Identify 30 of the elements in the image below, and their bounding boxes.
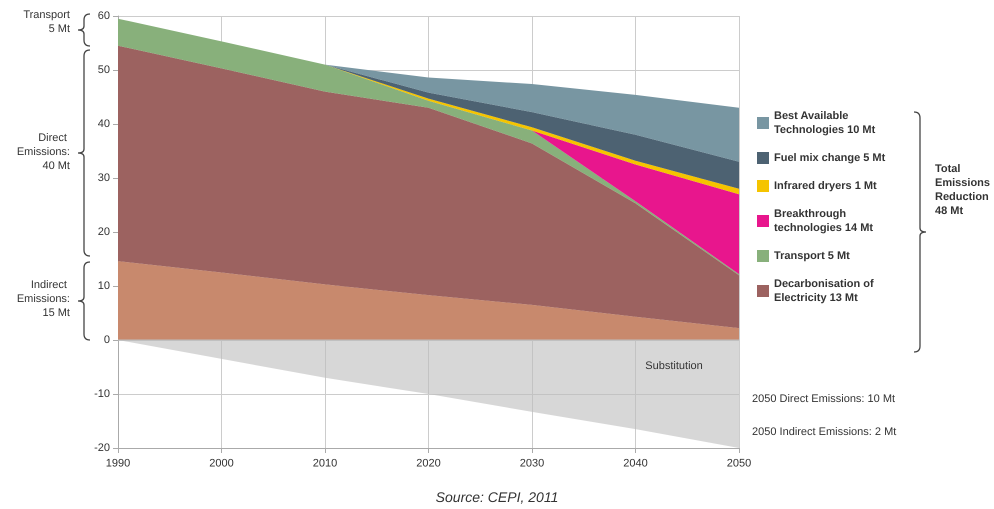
y-tick-label: 40 <box>98 118 110 130</box>
source-note: Source: CEPI, 2011 <box>436 489 558 505</box>
legend-label: Fuel mix change 5 Mt <box>774 152 886 164</box>
y-tick-label: 20 <box>98 226 110 238</box>
x-tick-label: 1990 <box>106 458 130 470</box>
y-tick-label: 60 <box>98 10 110 22</box>
x-tick-label: 2010 <box>312 458 338 470</box>
x-tick-label: 2020 <box>416 458 441 470</box>
text: 2050 Direct Emissions: 10 Mt <box>752 393 896 405</box>
legend-label: Decarbonisation of Electricity 13 Mt <box>774 278 877 304</box>
annotation: Substitution <box>645 360 703 372</box>
y-tick-label: -10 <box>94 388 110 400</box>
x-tick-label: 2040 <box>623 458 648 470</box>
text: Total Emissions Reduction 48 Mt <box>935 163 994 217</box>
x-tick-label: 2050 <box>726 458 752 470</box>
legend-label: Infrared dryers 1 Mt <box>774 180 878 192</box>
y-tick-label: 30 <box>98 172 110 184</box>
text: 2050 Indirect Emissions: 2 Mt <box>752 426 896 438</box>
text: Direct Emissions: 40 Mt <box>16 132 70 172</box>
x-tick-label: 2000 <box>209 458 234 470</box>
text: Indirect Emissions: 15 Mt <box>16 279 70 319</box>
y-tick-label: 10 <box>98 280 110 292</box>
text: Transport 5 Mt <box>23 9 70 35</box>
y-tick-label: 0 <box>104 334 110 346</box>
y-tick-label: -20 <box>94 442 110 454</box>
y-tick-label: 50 <box>98 64 110 76</box>
legend-label: Transport 5 Mt <box>774 250 850 262</box>
legend-label: Breakthrough technologies 14 Mt <box>774 208 874 234</box>
x-tick-label: 2030 <box>520 458 544 470</box>
legend-label: Best Available Technologies 10 Mt <box>774 110 876 136</box>
